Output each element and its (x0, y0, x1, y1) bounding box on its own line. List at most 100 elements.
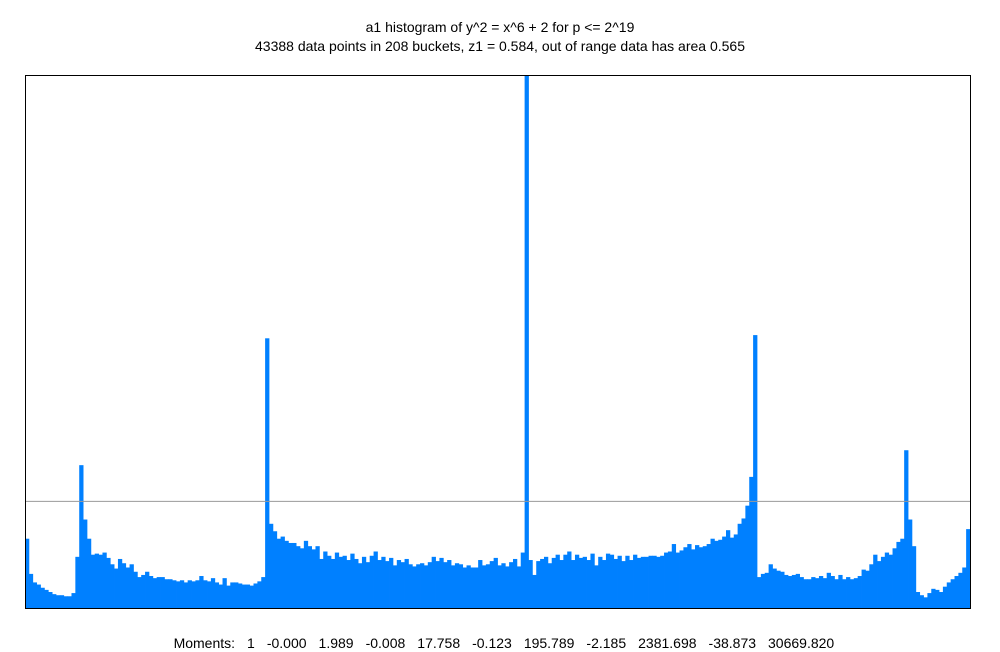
histogram-bar (234, 582, 239, 608)
histogram-bar (67, 596, 72, 608)
histogram-bar (354, 558, 359, 608)
histogram-bar (427, 562, 433, 608)
histogram-bar (222, 578, 227, 608)
histogram-bar (330, 558, 336, 608)
moment-value: -0.123 (472, 635, 512, 651)
histogram-bar (695, 545, 700, 608)
histogram-bar (811, 577, 816, 608)
histogram-bar (269, 523, 274, 608)
histogram-bar (462, 567, 467, 608)
histogram-bar (718, 539, 723, 608)
histogram-bar (276, 538, 282, 608)
histogram-bar (133, 571, 138, 608)
histogram-bar (787, 576, 793, 608)
histogram-bar (834, 579, 839, 608)
histogram-bar (327, 555, 332, 608)
histogram-bar (931, 588, 936, 608)
histogram-bar (230, 582, 235, 608)
histogram-bar (892, 548, 897, 608)
histogram-bar (749, 476, 754, 608)
histogram-bar (466, 565, 471, 608)
histogram-bar (512, 558, 518, 608)
histogram-bar (358, 563, 363, 608)
histogram-bar (656, 556, 661, 608)
histogram-bar (25, 538, 30, 608)
histogram-bar (183, 582, 189, 608)
histogram-bar (454, 563, 460, 608)
histogram-bar (613, 558, 618, 608)
histogram-bar (772, 568, 777, 608)
histogram-bar (950, 579, 955, 608)
histogram-bar (241, 584, 247, 608)
histogram-bar (79, 465, 84, 608)
histogram-bar (106, 557, 111, 608)
histogram-bar (532, 574, 537, 608)
histogram-bar (179, 580, 185, 608)
histogram-bar (482, 565, 487, 608)
histogram-bar (919, 595, 924, 608)
histogram-bar (489, 561, 495, 608)
histogram-bar (48, 592, 53, 608)
histogram-bar (908, 519, 913, 608)
histogram-bar (435, 561, 440, 608)
histogram-bar (784, 574, 789, 608)
histogram-bar (877, 561, 882, 608)
histogram-bar (296, 546, 301, 608)
histogram-bar (238, 583, 243, 608)
histogram-bar (71, 593, 76, 608)
histogram-bar (350, 553, 355, 608)
histogram-bar (478, 560, 483, 608)
histogram-bar (524, 75, 529, 608)
histogram-bar (485, 564, 491, 608)
histogram-bar (617, 555, 622, 608)
moment-value: 30669.820 (768, 635, 835, 651)
histogram-bar (667, 551, 673, 608)
histogram-bar (28, 573, 34, 608)
histogram-bar (582, 556, 587, 608)
histogram-bar (203, 580, 208, 608)
histogram-bar (59, 595, 65, 608)
histogram-bar (365, 562, 371, 608)
histogram-bar (900, 538, 905, 608)
histogram-bar (547, 563, 553, 608)
histogram-bar (280, 536, 285, 608)
histogram-bar (687, 544, 692, 608)
histogram-bar (176, 581, 181, 608)
histogram-bar (315, 546, 320, 608)
histogram-bar (873, 554, 878, 608)
histogram-bar (768, 564, 773, 608)
histogram-bar (791, 574, 797, 608)
histogram-bar (710, 538, 715, 608)
histogram-bar (389, 557, 394, 608)
histogram-bar (830, 576, 835, 608)
histogram-bar (745, 505, 750, 608)
histogram-bar (826, 572, 831, 608)
histogram-bar (714, 540, 719, 608)
histogram-bar (303, 540, 309, 608)
histogram-bar (261, 577, 266, 608)
histogram-bar (520, 552, 526, 608)
histogram-bar (102, 552, 107, 608)
histogram-bar (199, 576, 204, 608)
histogram-bar (32, 582, 38, 608)
histogram-bar (226, 585, 231, 608)
histogram-bar (602, 560, 607, 608)
histogram-bar (191, 581, 196, 608)
histogram-bar (125, 567, 130, 608)
histogram-bar (958, 572, 963, 608)
moment-value: -0.000 (266, 635, 307, 651)
histogram-bar (516, 566, 522, 608)
histogram-bar (117, 558, 123, 608)
histogram-bar (756, 577, 762, 608)
histogram-bar (257, 581, 262, 608)
histogram-bar (966, 529, 971, 608)
histogram-bar (319, 558, 324, 608)
histogram-bar (571, 560, 576, 608)
histogram-bar (470, 567, 475, 608)
histogram-bar (334, 552, 340, 608)
histogram-bar (590, 553, 595, 608)
plot-frame (25, 75, 971, 609)
histogram-bar (706, 544, 711, 608)
histogram-bar (245, 584, 251, 608)
